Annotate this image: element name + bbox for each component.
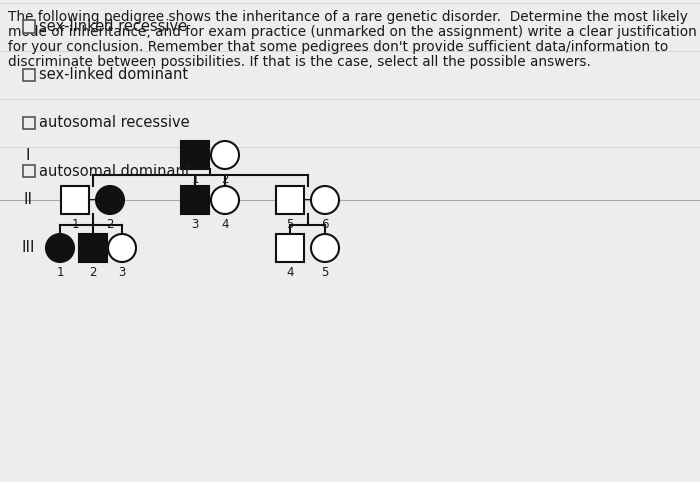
Bar [23, 117, 36, 129]
Text: 4: 4 [221, 218, 229, 231]
Text: 1: 1 [71, 218, 78, 231]
Text: The following pedigree shows the inheritance of a rare genetic disorder.  Determ: The following pedigree shows the inherit… [8, 10, 688, 24]
Bar [61, 186, 89, 214]
Circle shape [46, 234, 74, 262]
Text: discriminate between possibilities. If that is the case, select all the possible: discriminate between possibilities. If t… [8, 55, 591, 69]
Circle shape [211, 186, 239, 214]
Text: autosomal recessive: autosomal recessive [39, 115, 190, 131]
Text: 1: 1 [56, 266, 64, 279]
Text: 2: 2 [90, 266, 97, 279]
Text: autosomal dominant: autosomal dominant [39, 163, 191, 179]
Bar [23, 165, 36, 177]
Bar [276, 186, 304, 214]
Bar [276, 234, 304, 262]
Bar [181, 141, 209, 169]
Text: mode of inheritance, and for exam practice (unmarked on the assignment) write a : mode of inheritance, and for exam practi… [8, 25, 697, 39]
Text: I: I [26, 147, 30, 162]
Circle shape [311, 234, 339, 262]
Text: 5: 5 [286, 218, 294, 231]
Text: 2: 2 [221, 173, 229, 186]
Text: 3: 3 [118, 266, 126, 279]
Text: sex-linked recessive: sex-linked recessive [39, 19, 188, 34]
Bar [23, 68, 36, 80]
Text: 2: 2 [106, 218, 113, 231]
Text: 5: 5 [321, 266, 329, 279]
Circle shape [311, 186, 339, 214]
Text: III: III [21, 241, 35, 255]
Circle shape [108, 234, 136, 262]
Text: 1: 1 [191, 173, 199, 186]
Circle shape [96, 186, 124, 214]
Bar [181, 186, 209, 214]
Text: 6: 6 [321, 218, 329, 231]
Text: 4: 4 [286, 266, 294, 279]
Text: for your conclusion. Remember that some pedigrees don't provide sufficient data/: for your conclusion. Remember that some … [8, 40, 668, 54]
Bar [79, 234, 107, 262]
Text: 3: 3 [191, 218, 199, 231]
Text: sex-linked dominant: sex-linked dominant [39, 67, 188, 82]
Bar [23, 20, 36, 33]
Text: II: II [24, 192, 32, 207]
Circle shape [211, 141, 239, 169]
